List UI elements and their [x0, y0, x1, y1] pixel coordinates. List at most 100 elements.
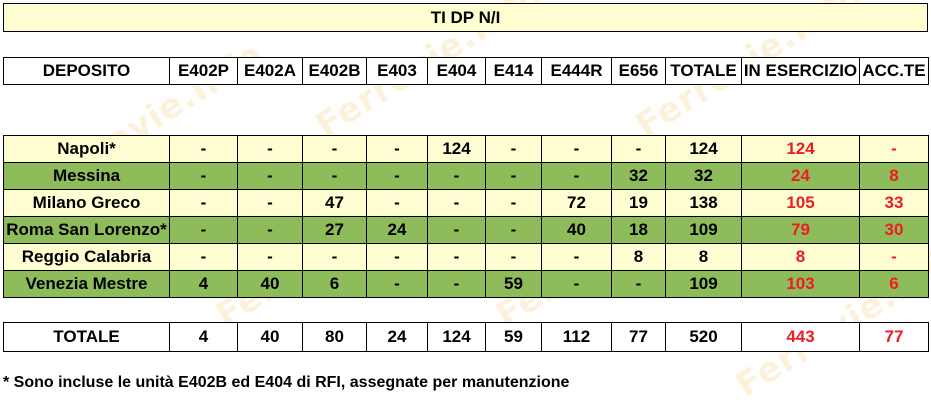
table-cell: - — [237, 243, 303, 271]
footnote: * Sono incluse le unità E402B ed E404 di… — [3, 374, 570, 391]
column-header: E403 — [366, 57, 428, 85]
table-cell: - — [302, 135, 367, 163]
accantonate-cell: 33 — [859, 189, 929, 217]
column-header: TOTALE — [665, 57, 742, 85]
table-cell: 40 — [541, 216, 612, 244]
table-cell: - — [169, 162, 238, 190]
column-header: ACC.TE — [859, 57, 929, 85]
table-row: Milano Greco - -47- - -72 19 138 105 33 — [3, 189, 929, 217]
column-header: IN ESERCIZIO — [741, 57, 860, 85]
in-service-cell: 8 — [741, 243, 860, 271]
total-cell: 80 — [302, 322, 367, 352]
table-row: Napoli* - - - -124- - -124 124- — [3, 135, 929, 163]
table-row: Roma San Lorenzo* - -27 24- -40 18 109 79 30 — [3, 216, 929, 244]
table-cell: - — [169, 135, 238, 163]
accantonate-cell: 6 — [859, 270, 929, 298]
table-cell: - — [611, 270, 666, 298]
table-cell: - — [237, 162, 303, 190]
table-cell: - — [541, 162, 612, 190]
column-header: E402B — [302, 57, 367, 85]
table-cell: - — [237, 189, 303, 217]
table-cell: 124 — [427, 135, 486, 163]
table-cell: 32 — [611, 162, 666, 190]
table-cell: - — [427, 162, 486, 190]
table-cell: 59 — [485, 270, 542, 298]
total-cell: 520 — [665, 322, 742, 352]
total-cell: 77 — [611, 322, 666, 352]
total-cell: 124 — [427, 322, 486, 352]
table-cell: - — [366, 243, 428, 271]
total-in-service-cell: 443 — [741, 322, 860, 352]
total-cell: 112 — [541, 322, 612, 352]
header-row: DEPOSITO E402P E402A E402B E403 E404 E41… — [3, 57, 929, 85]
accantonate-cell: 30 — [859, 216, 929, 244]
total-accantonate-cell: 77 — [859, 322, 929, 352]
table-row: Venezia Mestre 4 40 6- -59- -109 103 6 — [3, 270, 929, 298]
depot-name: Milano Greco — [3, 189, 170, 217]
table-cell: - — [611, 135, 666, 163]
column-header: E656 — [611, 57, 666, 85]
depot-table: Napoli* - - - -124- - -124 124- Messina - - - - - - -32… — [3, 135, 929, 298]
totals-label: TOTALE — [3, 322, 170, 352]
table-cell: 109 — [665, 216, 742, 244]
accantonate-cell: - — [859, 135, 929, 163]
table-cell: 27 — [302, 216, 367, 244]
table-cell: - — [366, 135, 428, 163]
title-table: TI DP N/I — [3, 3, 928, 32]
table-cell: - — [427, 243, 486, 271]
depot-name: Roma San Lorenzo* — [3, 216, 170, 244]
table-cell: - — [302, 243, 367, 271]
table-cell: - — [237, 216, 303, 244]
table-cell: - — [169, 216, 238, 244]
depot-name: Napoli* — [3, 135, 170, 163]
table-cell: 138 — [665, 189, 742, 217]
totals-table: TOTALE 4 40 80 24 124 59 112 77 520 443 … — [3, 322, 929, 352]
table-cell: 18 — [611, 216, 666, 244]
table-cell: 4 — [169, 270, 238, 298]
column-header: E404 — [427, 57, 486, 85]
table-cell: 109 — [665, 270, 742, 298]
table-row: Messina - - - - - - -32 32 24 8 — [3, 162, 929, 190]
table-cell: - — [541, 243, 612, 271]
accantonate-cell: - — [859, 243, 929, 271]
depot-name: Venezia Mestre — [3, 270, 170, 298]
column-header: DEPOSITO — [3, 57, 170, 85]
table-cell: 47 — [302, 189, 367, 217]
table-row: Reggio Calabria - - - - - - -8 8 8- — [3, 243, 929, 271]
column-header: E414 — [485, 57, 542, 85]
table-cell: 8 — [611, 243, 666, 271]
total-cell: 4 — [169, 322, 238, 352]
table-cell: - — [169, 189, 238, 217]
in-service-cell: 79 — [741, 216, 860, 244]
in-service-cell: 103 — [741, 270, 860, 298]
table-cell: - — [169, 243, 238, 271]
in-service-cell: 24 — [741, 162, 860, 190]
table-cell: - — [485, 162, 542, 190]
table-cell: 19 — [611, 189, 666, 217]
total-cell: 40 — [237, 322, 303, 352]
page-title: TI DP N/I — [3, 3, 928, 32]
table-cell: - — [366, 162, 428, 190]
depot-name: Reggio Calabria — [3, 243, 170, 271]
column-header: E402A — [237, 57, 303, 85]
table-cell: - — [541, 135, 612, 163]
table-cell: 72 — [541, 189, 612, 217]
total-cell: 24 — [366, 322, 428, 352]
table-cell: - — [302, 162, 367, 190]
table-cell: - — [366, 189, 428, 217]
in-service-cell: 105 — [741, 189, 860, 217]
table-cell: - — [366, 270, 428, 298]
table-cell: - — [485, 189, 542, 217]
table-cell: - — [485, 135, 542, 163]
depot-name: Messina — [3, 162, 170, 190]
total-cell: 59 — [485, 322, 542, 352]
table-cell: 8 — [665, 243, 742, 271]
header-table: DEPOSITO E402P E402A E402B E403 E404 E41… — [3, 57, 929, 85]
table-cell: 6 — [302, 270, 367, 298]
table-cell: - — [485, 216, 542, 244]
table-cell: - — [485, 243, 542, 271]
table-cell: - — [427, 189, 486, 217]
table-cell: - — [427, 216, 486, 244]
column-header: E402P — [169, 57, 238, 85]
totals-row: TOTALE 4 40 80 24 124 59 112 77 520 443 … — [3, 322, 929, 352]
